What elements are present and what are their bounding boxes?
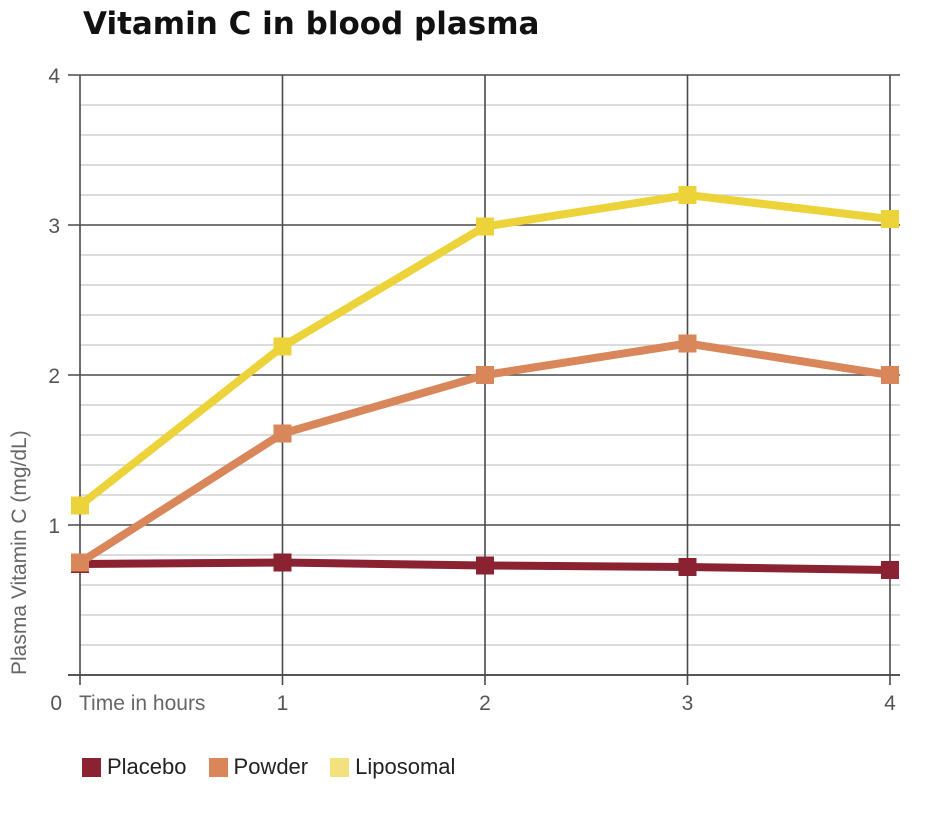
legend-item-placebo: Placebo [82, 754, 187, 780]
y-tick-label: 3 [48, 215, 60, 238]
x-tick-label: 2 [479, 692, 491, 715]
series-points [71, 186, 899, 579]
data-point-powder [273, 424, 292, 443]
y-tick-label: 4 [48, 65, 60, 88]
data-point-liposomal [273, 337, 292, 356]
legend: Placebo Powder Liposomal [82, 754, 477, 780]
x-axis-label: Time in hours [79, 692, 205, 715]
x-tick-label: 1 [277, 692, 289, 715]
legend-label-placebo: Placebo [107, 754, 187, 779]
data-point-liposomal [881, 210, 899, 228]
legend-swatch-placebo [82, 757, 101, 777]
y-tick-label: 0 [50, 692, 62, 715]
tick-labels: 0 1 2 3 4 1 2 3 4 [48, 65, 896, 715]
chart-title: Vitamin C in blood plasma [83, 6, 540, 42]
y-tick-label: 2 [48, 365, 60, 388]
data-point-powder [71, 553, 89, 572]
data-point-liposomal [71, 496, 89, 515]
legend-swatch-liposomal [330, 757, 350, 777]
legend-label-liposomal: Liposomal [355, 754, 456, 779]
legend-swatch-powder [208, 757, 228, 777]
data-point-liposomal [678, 186, 697, 204]
y-tick-label: 1 [48, 515, 60, 538]
data-point-placebo [273, 553, 292, 572]
data-point-placebo [678, 558, 697, 576]
data-point-powder [678, 334, 697, 353]
x-tick-label: 4 [884, 692, 896, 715]
data-point-powder [881, 366, 899, 384]
y-axis-label: Plasma Vitamin C (mg/dL) [8, 430, 31, 675]
minor-gridlines [80, 104, 900, 646]
data-point-placebo [476, 556, 494, 575]
data-point-powder [476, 366, 494, 384]
data-point-liposomal [476, 217, 494, 236]
legend-label-powder: Powder [233, 754, 309, 779]
legend-item-powder: Powder [208, 754, 309, 780]
legend-item-liposomal: Liposomal [330, 754, 455, 780]
data-point-placebo [881, 561, 899, 579]
x-tick-label: 3 [682, 692, 694, 715]
